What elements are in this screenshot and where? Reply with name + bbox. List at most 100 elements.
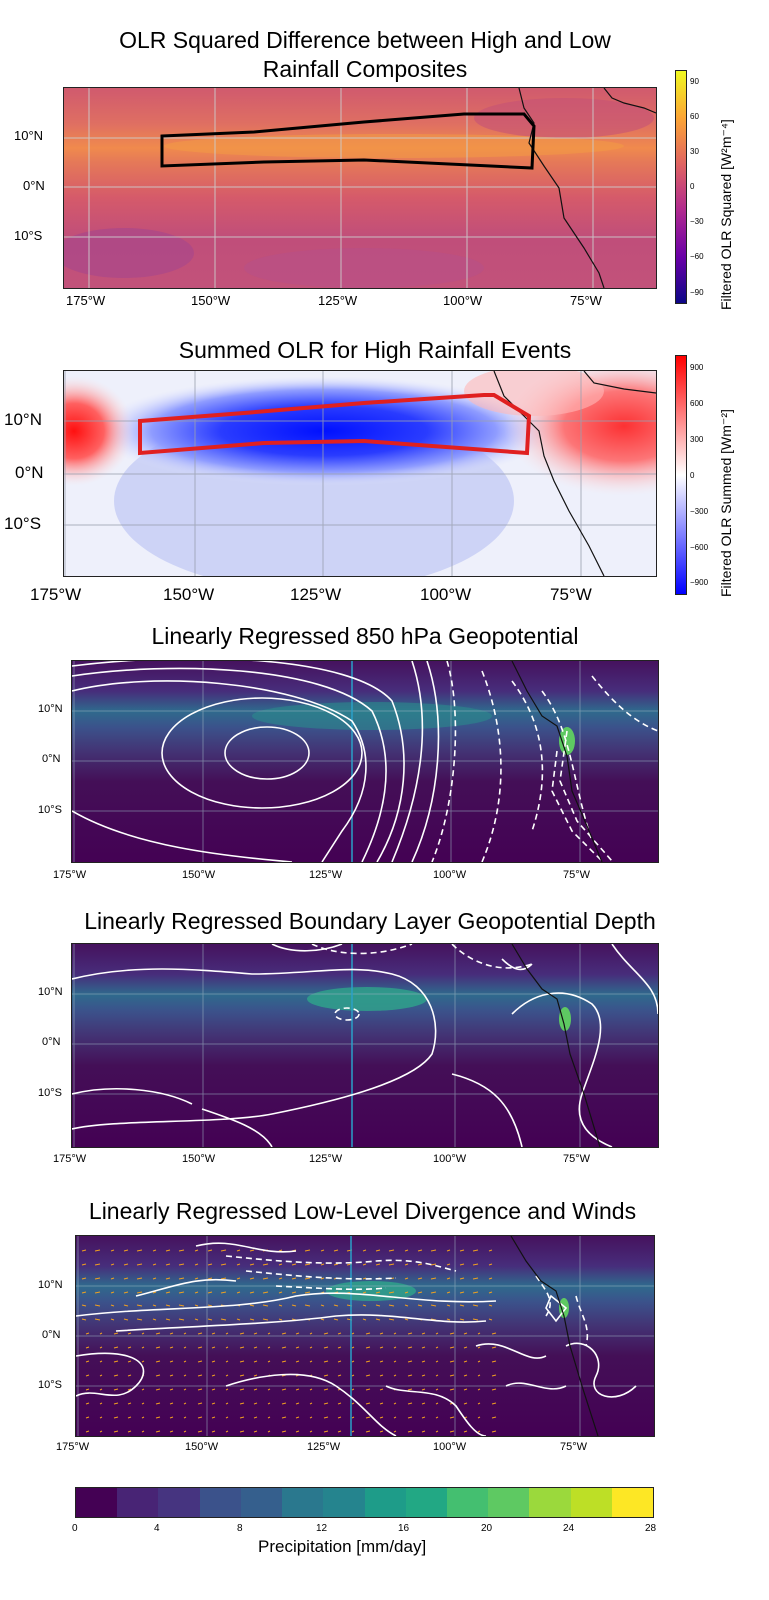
wind-vector xyxy=(183,1360,187,1363)
wind-vector xyxy=(123,1304,129,1307)
wind-vector xyxy=(365,1374,371,1377)
wind-vector xyxy=(388,1291,395,1294)
wind-vector xyxy=(253,1388,258,1391)
wind-vector xyxy=(197,1416,203,1419)
wind-vector xyxy=(253,1430,258,1433)
wind-vector xyxy=(446,1263,451,1266)
wind-vector xyxy=(320,1277,325,1280)
wind-vector xyxy=(183,1402,187,1405)
wind-vector xyxy=(449,1416,455,1419)
wind-vector xyxy=(165,1318,171,1321)
panel2-colorbar xyxy=(675,355,687,595)
wind-vector xyxy=(152,1318,157,1321)
panel3-x-tick: 100°W xyxy=(433,869,467,881)
panel3-dashed-contours xyxy=(431,661,658,862)
wind-vector xyxy=(113,1402,119,1405)
precipitation-colorbar-label: Precipitation [mm/day] xyxy=(258,1537,427,1556)
wind-vector xyxy=(323,1374,329,1377)
wind-vector xyxy=(421,1430,426,1433)
precipitation-colorbar-tick: 0 xyxy=(72,1523,78,1534)
wind-vector xyxy=(123,1291,129,1294)
wind-vector xyxy=(236,1249,241,1252)
wind-vector xyxy=(207,1249,213,1252)
wind-vector xyxy=(337,1374,342,1377)
wind-vector xyxy=(337,1416,342,1419)
panel3-y-tick: 10°S xyxy=(38,804,62,816)
wind-vector xyxy=(249,1318,255,1321)
wind-vector xyxy=(249,1263,255,1266)
wind-vector xyxy=(249,1291,255,1294)
wind-vector xyxy=(421,1346,426,1349)
wind-vector xyxy=(333,1318,339,1321)
panel4-x-tick: 175°W xyxy=(53,1153,87,1165)
wind-vector xyxy=(417,1249,423,1252)
wind-vector xyxy=(141,1430,145,1433)
wind-vector xyxy=(463,1430,468,1433)
wind-vector xyxy=(207,1277,213,1280)
wind-vector xyxy=(309,1360,313,1363)
panel1-x-tick: 75°W xyxy=(570,293,602,308)
wind-vector xyxy=(99,1388,103,1391)
wind-vector xyxy=(110,1304,115,1307)
wind-vector xyxy=(165,1291,171,1294)
wind-vector xyxy=(421,1388,426,1391)
wind-vector xyxy=(194,1291,199,1294)
panel1-colorbar-tick: 30 xyxy=(690,147,699,156)
wind-vector xyxy=(421,1360,426,1363)
wind-vector xyxy=(404,1277,409,1280)
precipitation-colorbar-tick: 4 xyxy=(154,1523,160,1534)
wind-vector xyxy=(94,1291,101,1294)
precipitation-colorbar-tick: 8 xyxy=(237,1523,243,1534)
wind-vector xyxy=(267,1388,271,1391)
wind-vector xyxy=(281,1402,287,1405)
wind-vector xyxy=(169,1332,174,1335)
panel4-x-tick: 100°W xyxy=(433,1153,467,1165)
wind-vector xyxy=(253,1346,258,1349)
wind-vector xyxy=(362,1318,367,1321)
wind-vector xyxy=(169,1402,174,1405)
panel2-x-tick: 100°W xyxy=(420,585,472,604)
wind-vector xyxy=(281,1332,287,1335)
wind-vector xyxy=(113,1360,119,1363)
wind-vector xyxy=(211,1360,216,1363)
wind-vector xyxy=(253,1416,258,1419)
panel3-x-tick: 175°W xyxy=(53,869,87,881)
wind-vector xyxy=(211,1388,216,1391)
wind-vector xyxy=(446,1318,451,1321)
panel4-title: Linearly Regressed Boundary Layer Geopot… xyxy=(84,908,656,934)
wind-vector xyxy=(278,1277,283,1280)
panel5-title: Linearly Regressed Low-Level Divergence … xyxy=(88,1198,637,1224)
panel2-colorbar-label: Filtered OLR Summed [Wm⁻²] xyxy=(718,409,734,597)
wind-vector xyxy=(393,1332,397,1335)
wind-vector xyxy=(123,1277,129,1280)
wind-vector xyxy=(183,1332,187,1335)
precipitation-colorbar-step xyxy=(76,1488,118,1517)
panel3-y-tick: 0°N xyxy=(42,753,61,765)
wind-vector xyxy=(113,1388,119,1391)
wind-vector xyxy=(323,1332,329,1335)
wind-vector xyxy=(155,1402,161,1405)
wind-vector xyxy=(110,1277,115,1280)
panel1-x-tick: 175°W xyxy=(66,293,106,308)
wind-vector xyxy=(197,1332,203,1335)
wind-vector xyxy=(123,1249,129,1252)
panel5-svg xyxy=(76,1236,654,1436)
wind-vector xyxy=(165,1277,171,1280)
wind-vector xyxy=(449,1374,455,1377)
wind-vector xyxy=(435,1402,439,1405)
wind-vector xyxy=(393,1402,397,1405)
wind-vector xyxy=(225,1360,229,1363)
wind-vector xyxy=(379,1430,384,1433)
wind-vector xyxy=(446,1304,451,1307)
precipitation-colorbar-tick: 12 xyxy=(316,1523,328,1534)
wind-vector xyxy=(278,1318,283,1321)
wind-vector xyxy=(194,1277,199,1280)
panel2-y-tick: 10°S xyxy=(4,514,42,533)
panel1-colorbar-tick: −90 xyxy=(690,288,704,297)
panel2-colorbar-tick: 600 xyxy=(690,399,704,408)
wind-vector xyxy=(85,1346,90,1349)
wind-vector xyxy=(278,1304,283,1307)
wind-vector xyxy=(491,1346,497,1349)
wind-vector xyxy=(351,1416,355,1419)
wind-vector xyxy=(417,1304,423,1307)
